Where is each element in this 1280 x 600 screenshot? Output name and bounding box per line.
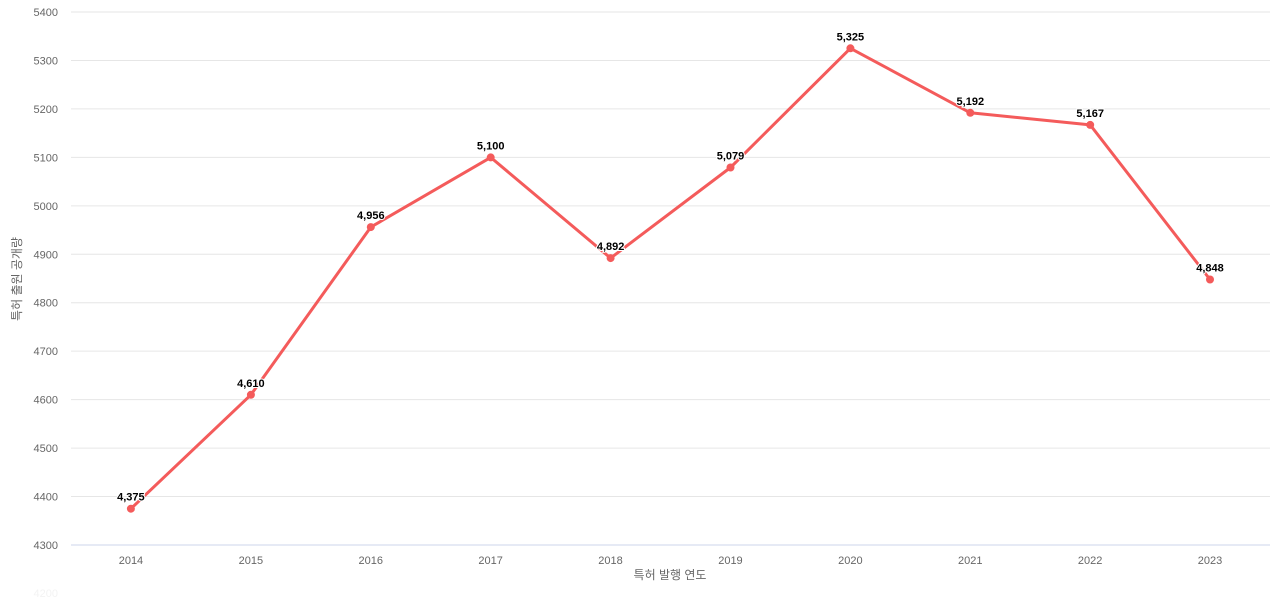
x-tick-label: 2019 xyxy=(718,555,742,567)
y-axis-tick-labels: 4300 4400 4500 4600 4700 4800 4900 5000 5100 5200… xyxy=(34,7,58,552)
y-tick-label: 5300 xyxy=(34,55,58,67)
y-tick-label: 5000 xyxy=(34,201,58,213)
data-point-2023[interactable] xyxy=(1206,275,1214,284)
data-label: 4,956 xyxy=(357,210,385,222)
data-point-2019[interactable] xyxy=(726,163,735,172)
data-point-2020[interactable] xyxy=(846,44,855,53)
data-point-2014[interactable] xyxy=(126,504,135,513)
data-point-2018[interactable] xyxy=(606,254,615,263)
x-tick-label: 2023 xyxy=(1198,555,1222,567)
x-tick-label: 2015 xyxy=(239,555,263,567)
data-point-2022[interactable] xyxy=(1086,120,1095,129)
y-axis-title: 특허 출원 공개량 xyxy=(10,237,24,321)
x-tick-label: 2016 xyxy=(359,555,383,567)
series-line xyxy=(129,46,1212,511)
data-point-markers xyxy=(126,44,1214,513)
x-tick-label: 2018 xyxy=(598,555,622,567)
x-tick-label: 2022 xyxy=(1078,555,1102,567)
y-tick-label: 4300 xyxy=(34,540,58,552)
data-label: 4,375 xyxy=(117,492,145,504)
gridlines xyxy=(71,11,1270,498)
y-tick-label: 5100 xyxy=(34,152,58,164)
x-tick-label: 2017 xyxy=(478,555,502,567)
data-label: 5,079 xyxy=(717,151,745,163)
data-label: 4,892 xyxy=(597,241,625,253)
y-tick-label: 4400 xyxy=(34,492,58,504)
data-point-2016[interactable] xyxy=(366,223,375,232)
y-tick-label: 4500 xyxy=(34,443,58,455)
y-tick-label: 4700 xyxy=(34,346,58,358)
y-tick-label: 4900 xyxy=(34,249,58,261)
data-point-2015[interactable] xyxy=(246,390,255,399)
data-label: 5,325 xyxy=(837,31,865,43)
y-tick-label: 5200 xyxy=(34,104,58,116)
data-labels: 4,375 4,610 4,956 5,100 4,892 5,079 5,325 5,192… xyxy=(116,30,1225,504)
y-tick-label: 4800 xyxy=(34,298,58,310)
x-tick-label: 2020 xyxy=(838,555,862,567)
x-tick-label: 2014 xyxy=(119,555,143,567)
x-tick-label: 2021 xyxy=(958,555,982,567)
data-label: 4,610 xyxy=(237,378,265,390)
clipped-y-tick-label: 4200 xyxy=(34,588,58,600)
data-point-2021[interactable] xyxy=(966,108,975,117)
data-label: 4,848 xyxy=(1196,263,1224,275)
y-tick-label: 5400 xyxy=(34,7,58,19)
data-label: 5,167 xyxy=(1076,108,1104,120)
y-tick-label: 4600 xyxy=(34,395,58,407)
data-label: 5,100 xyxy=(477,140,505,152)
x-axis-title: 특허 발행 연도 xyxy=(634,567,707,582)
data-label: 5,192 xyxy=(957,96,985,108)
x-axis-tick-labels: 2014 2015 2016 2017 2018 2019 2020 2021 2022 2023 xyxy=(119,555,1223,567)
data-point-2017[interactable] xyxy=(486,153,495,162)
